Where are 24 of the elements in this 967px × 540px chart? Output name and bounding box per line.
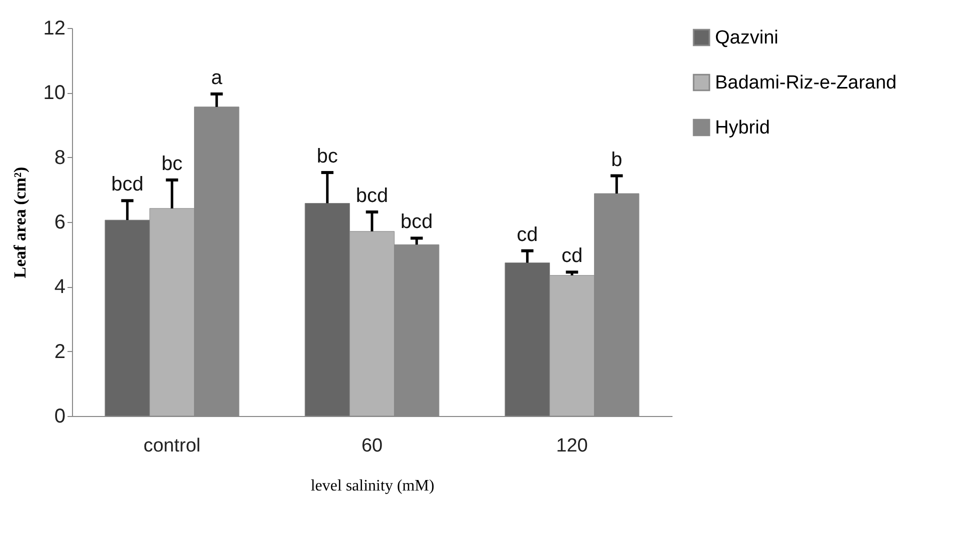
y-tick-label: 8 — [54, 146, 66, 169]
annotation: bc — [316, 146, 338, 168]
annotation: bcd — [111, 174, 144, 196]
legend-label: Hybrid — [715, 118, 770, 138]
y-tick-label: 10 — [43, 82, 66, 104]
y-tick-label: 4 — [54, 276, 66, 298]
annotation: bc — [161, 152, 183, 175]
annotation: bcd — [356, 184, 388, 207]
x-tick-label: control — [143, 436, 201, 456]
y-axis-title: Leaf area (cm²) — [10, 166, 30, 278]
legend-label: Badami-Riz-e-Zarand — [715, 72, 897, 94]
legend-label: Qazvini — [715, 28, 778, 48]
x-tick-label: 120 — [556, 436, 588, 456]
annotation: bcd — [400, 211, 433, 234]
y-tick-label: 12 — [43, 18, 66, 40]
annotation: b — [611, 148, 622, 171]
annotation: a — [211, 66, 224, 89]
annotation: cd — [516, 224, 538, 246]
annotation: cd — [561, 245, 583, 268]
y-tick-label: 6 — [54, 212, 66, 234]
x-tick-label: 60 — [361, 436, 383, 456]
x-axis-title: level salinity (mM) — [310, 478, 434, 494]
y-tick-label: 0 — [54, 406, 66, 428]
y-tick-label: 2 — [54, 340, 66, 363]
